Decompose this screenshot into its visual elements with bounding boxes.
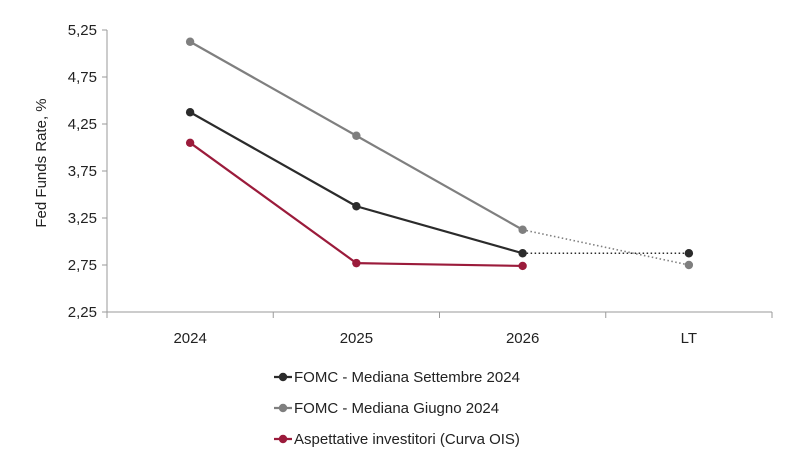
legend-marker — [278, 372, 288, 382]
x-tick-label: 2025 — [340, 330, 373, 347]
y-axis: 5,25 4,75 4,25 3,75 3,25 2,75 2,25 — [68, 22, 108, 321]
legend-label: FOMC - Mediana Settembre 2024 — [294, 369, 520, 386]
y-tick-label: 2,75 — [68, 257, 97, 274]
y-axis-title: Fed Funds Rate, % — [33, 98, 50, 227]
data-point — [684, 260, 694, 270]
legend-label: FOMC - Mediana Giugno 2024 — [294, 400, 499, 417]
series-2 — [185, 37, 694, 270]
data-point — [518, 249, 527, 258]
data-point — [352, 202, 361, 211]
data-point — [352, 258, 361, 268]
data-point — [518, 225, 527, 234]
series-1 — [185, 108, 694, 258]
y-tick-label: 4,25 — [68, 116, 97, 133]
data-point — [518, 261, 527, 271]
y-tick-label: 3,25 — [68, 210, 97, 227]
y-tick-label: 3,75 — [68, 163, 97, 180]
legend: FOMC - Mediana Settembre 2024 FOMC - Medi… — [274, 369, 520, 448]
y-tick-label: 4,75 — [68, 69, 97, 86]
series-dotted-line — [522, 228, 690, 266]
series-3 — [185, 138, 527, 271]
data-point — [185, 108, 195, 117]
y-tick-label: 2,25 — [68, 304, 97, 321]
legend-marker — [278, 434, 288, 444]
data-point — [684, 249, 694, 258]
x-axis: 2024 2025 2026 LT — [106, 311, 773, 347]
series-layer — [185, 37, 694, 271]
legend-label: Aspettative investitori (Curva OIS) — [294, 431, 520, 448]
y-tick-label: 5,25 — [68, 22, 97, 39]
legend-item-3: Aspettative investitori (Curva OIS) — [274, 431, 520, 448]
legend-marker — [278, 403, 288, 413]
data-point — [185, 37, 195, 46]
data-point — [185, 138, 195, 147]
legend-item-2: FOMC - Mediana Giugno 2024 — [274, 400, 499, 417]
x-tick-label: 2024 — [173, 330, 206, 347]
x-tick-label: 2026 — [506, 330, 539, 347]
data-point — [352, 131, 361, 140]
x-tick-label: LT — [681, 330, 697, 347]
legend-item-1: FOMC - Mediana Settembre 2024 — [274, 369, 520, 386]
